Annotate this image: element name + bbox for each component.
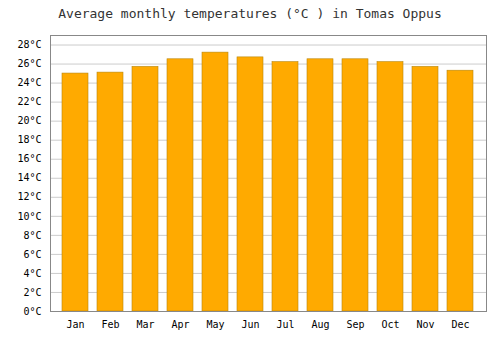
svg-text:4°C: 4°C (23, 268, 41, 279)
svg-text:Sep: Sep (346, 319, 364, 330)
svg-text:May: May (206, 319, 224, 330)
svg-text:Jul: Jul (276, 319, 294, 330)
svg-text:Nov: Nov (416, 319, 434, 330)
svg-text:Oct: Oct (381, 319, 399, 330)
svg-text:Apr: Apr (171, 319, 189, 330)
svg-text:8°C: 8°C (23, 230, 41, 241)
svg-text:24°C: 24°C (17, 77, 41, 88)
svg-text:12°C: 12°C (17, 191, 41, 202)
svg-text:Mar: Mar (136, 319, 154, 330)
svg-text:Jan: Jan (66, 319, 84, 330)
svg-text:Jun: Jun (241, 319, 259, 330)
svg-text:18°C: 18°C (17, 134, 41, 145)
svg-text:Dec: Dec (451, 319, 469, 330)
svg-text:14°C: 14°C (17, 172, 41, 183)
svg-text:Feb: Feb (101, 319, 119, 330)
svg-text:Aug: Aug (311, 319, 329, 330)
svg-text:6°C: 6°C (23, 249, 41, 260)
svg-text:28°C: 28°C (17, 39, 41, 50)
svg-text:2°C: 2°C (23, 287, 41, 298)
svg-text:22°C: 22°C (17, 96, 41, 107)
svg-text:16°C: 16°C (17, 153, 41, 164)
svg-text:26°C: 26°C (17, 58, 41, 69)
svg-text:10°C: 10°C (17, 211, 41, 222)
html-text:Average monthly temperatures (: Average monthly temperatures (°C ) in To… (58, 6, 442, 21)
svg-text:0°C: 0°C (23, 306, 41, 317)
svg-text:20°C: 20°C (17, 115, 41, 126)
